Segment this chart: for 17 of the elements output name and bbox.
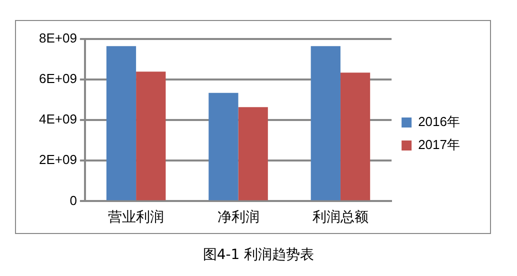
y-tick-label: 6E+09 [39,71,77,86]
bar [310,46,340,200]
y-tick-label: 4E+09 [39,112,77,127]
legend-label: 2016年 [418,114,460,130]
legend-label: 2017年 [418,137,460,152]
y-tick-label: 8E+09 [39,30,77,46]
text: 图4-1 利润趋势表 [202,246,316,264]
bar [238,107,268,200]
x-tick-label: 净利润 [217,208,260,224]
bar [340,72,370,200]
bar [106,46,136,200]
x-tick-label: 营业利润 [108,208,164,224]
x-tick-label: 利润总额 [312,208,368,224]
bar [136,72,166,200]
bar [208,92,238,200]
y-tick-label: 2E+09 [39,152,77,168]
y-tick-label: 0 [70,192,77,208]
